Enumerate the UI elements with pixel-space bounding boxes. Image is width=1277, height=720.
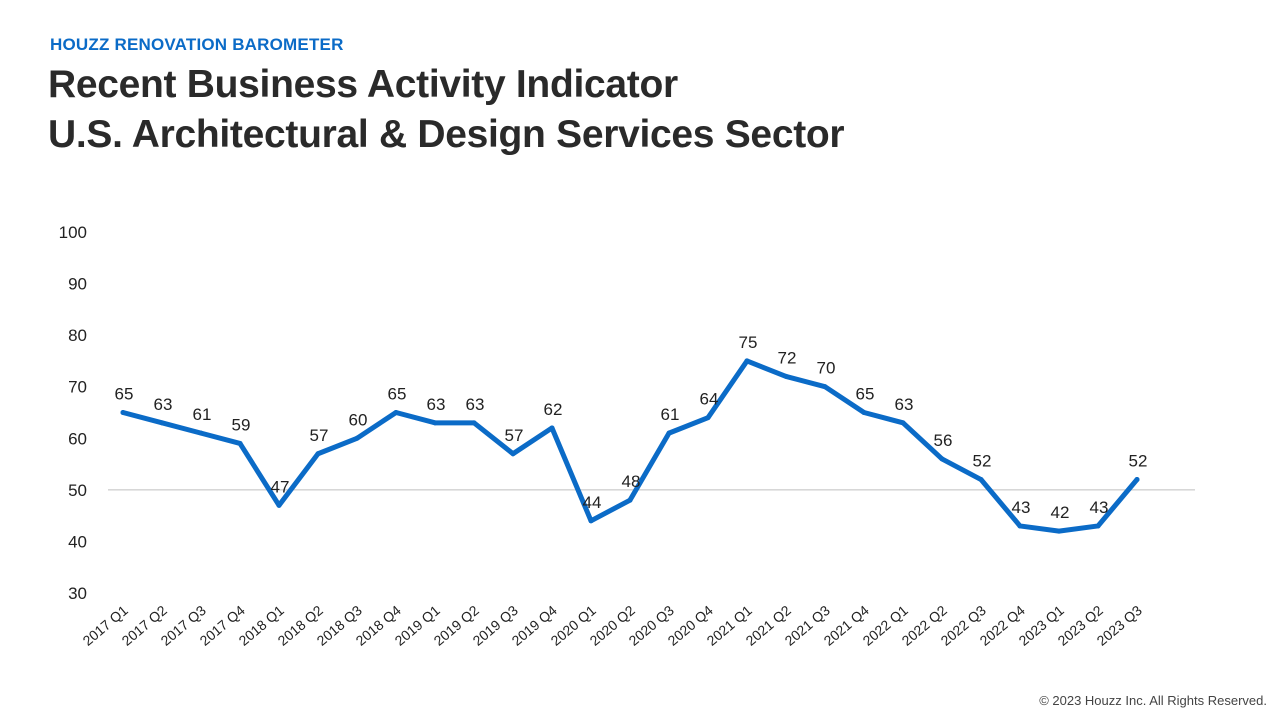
y-tick-label: 60: [68, 429, 87, 448]
data-label: 48: [622, 472, 641, 491]
title-line-2: U.S. Architectural & Design Services Sec…: [48, 113, 845, 156]
data-label: 52: [1129, 452, 1148, 471]
data-point: [900, 420, 906, 426]
data-label: 61: [193, 405, 212, 424]
data-label: 65: [388, 385, 407, 404]
data-point: [1134, 477, 1140, 483]
y-tick-label: 70: [68, 378, 87, 397]
data-label: 43: [1012, 498, 1031, 517]
report-kicker: HOUZZ RENOVATION BAROMETER: [50, 35, 344, 54]
copyright-footer: © 2023 Houzz Inc. All Rights Reserved.: [1039, 693, 1267, 708]
data-label: 57: [310, 426, 329, 445]
page-title: Recent Business Activity Indicator U.S. …: [48, 60, 845, 160]
data-point: [666, 430, 672, 436]
data-point: [822, 384, 828, 390]
data-label: 42: [1051, 503, 1070, 522]
data-labels: 65 63 61 59 47 57 60 65 63 63 57 62 44 48 61 64 75 72 70 65…: [115, 333, 1148, 522]
y-tick-label: 50: [68, 481, 87, 500]
data-label: 63: [895, 395, 914, 414]
data-label: 61: [661, 405, 680, 424]
data-label: 75: [739, 333, 758, 352]
data-label: 62: [544, 400, 563, 419]
data-label: 63: [427, 395, 446, 414]
data-point: [861, 410, 867, 415]
data-point: [393, 410, 399, 415]
data-point: [510, 451, 516, 457]
data-label: 70: [817, 359, 836, 378]
data-point: [1095, 523, 1101, 529]
data-label: 65: [856, 385, 875, 404]
plot-area: [108, 358, 1195, 534]
data-label: 57: [505, 426, 524, 445]
data-point: [198, 430, 204, 436]
data-point: [705, 415, 711, 421]
series-line: [120, 358, 1140, 534]
data-point: [549, 425, 555, 431]
data-point: [783, 373, 789, 379]
data-point: [237, 440, 243, 446]
data-label: 44: [583, 493, 602, 512]
data-point: [744, 358, 750, 364]
data-point: [432, 420, 438, 426]
y-tick-label: 80: [68, 326, 87, 345]
data-label: 64: [700, 390, 719, 409]
y-tick-label: 30: [68, 584, 87, 603]
data-point: [939, 456, 945, 462]
data-point: [276, 502, 282, 508]
data-label: 63: [154, 395, 173, 414]
y-tick-label: 100: [59, 223, 87, 242]
data-point: [159, 420, 165, 426]
title-line-1: Recent Business Activity Indicator: [48, 63, 678, 106]
data-point: [588, 518, 594, 524]
data-point: [978, 477, 984, 483]
y-tick-label: 40: [68, 532, 87, 551]
data-label: 52: [973, 452, 992, 471]
data-point: [1017, 523, 1023, 529]
data-label: 56: [934, 431, 953, 450]
data-label: 63: [466, 395, 485, 414]
data-label: 59: [232, 415, 251, 434]
data-point: [471, 420, 477, 426]
data-label: 72: [778, 348, 797, 367]
data-label: 47: [271, 477, 290, 496]
data-point: [120, 410, 126, 415]
data-label: 65: [115, 385, 134, 404]
y-axis: 30 40 50 60 70 80 90 100: [59, 223, 87, 603]
data-label: 43: [1090, 498, 1109, 517]
data-point: [1056, 528, 1062, 534]
y-tick-label: 90: [68, 275, 87, 294]
data-label: 60: [349, 410, 368, 429]
data-point: [315, 451, 321, 457]
data-point: [627, 497, 633, 503]
data-point: [354, 435, 360, 441]
